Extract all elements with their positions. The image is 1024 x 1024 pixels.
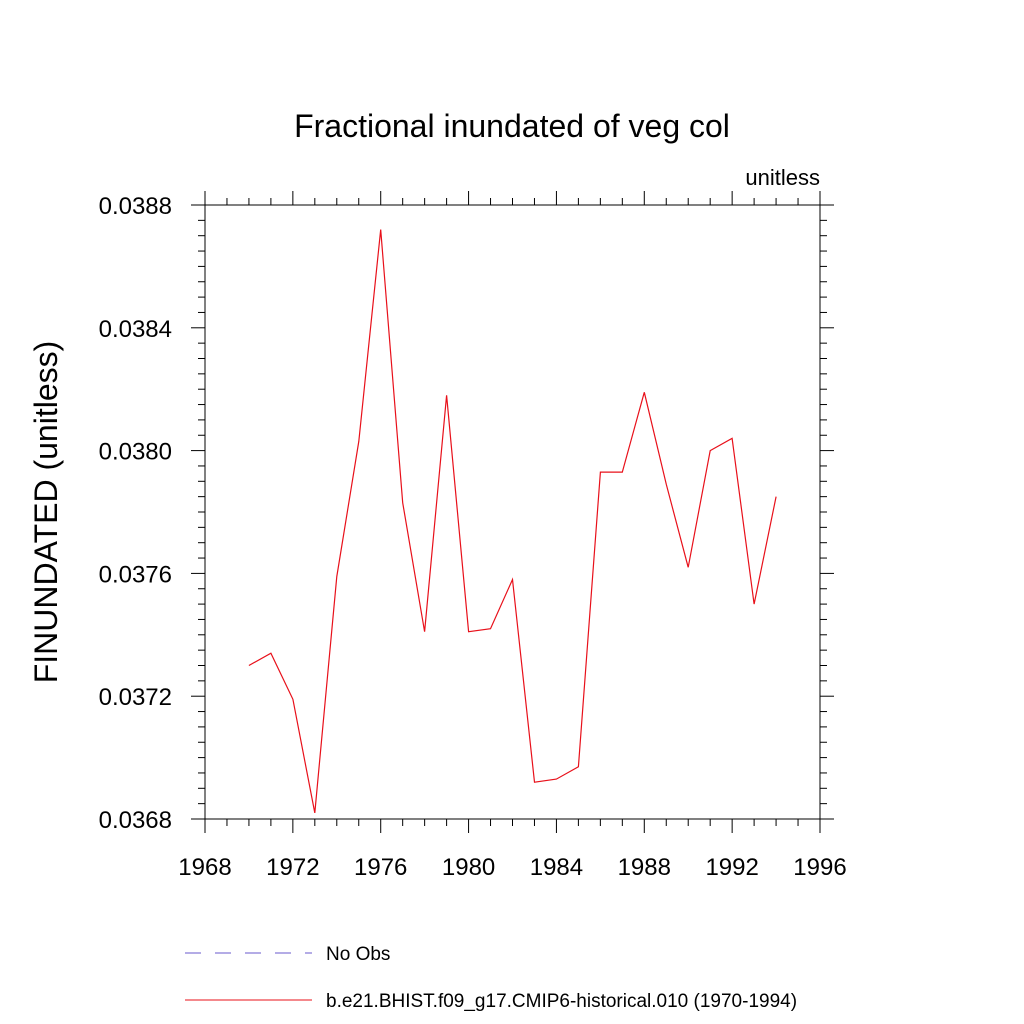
series-layer (248, 229, 777, 814)
y-tick-label: 0.0372 (99, 684, 172, 711)
x-tick-label: 1996 (793, 854, 846, 881)
series-line-0 (248, 229, 777, 814)
x-tick-label: 1976 (354, 854, 407, 881)
plot-area (204, 204, 821, 820)
y-tick-label: 0.0388 (99, 193, 172, 220)
x-tick-label: 1984 (530, 854, 583, 881)
x-tick-label: 1972 (266, 854, 319, 881)
chart-title: Fractional inundated of veg col (294, 108, 730, 144)
plot-frame (204, 204, 821, 820)
y-axis: 0.0368 0.0372 0.0376 0.0380 0.0384 0.0388 (99, 193, 834, 834)
legend-label-0: No Obs (326, 944, 390, 965)
legend-label-1: b.e21.BHIST.f09_g17.CMIP6-historical.010… (326, 991, 797, 1012)
x-tick-label: 1968 (178, 854, 231, 881)
y-tick-label: 0.0384 (99, 316, 172, 343)
x-tick-label: 1988 (618, 854, 671, 881)
x-tick-label: 1980 (442, 854, 495, 881)
y-axis-label: FINUNDATED (unitless) (28, 341, 64, 684)
x-axis: 1968 1972 1976 1980 1984 1988 1992 1996 (178, 191, 847, 881)
y-tick-label: 0.0376 (99, 561, 172, 588)
legend: No Obs b.e21.BHIST.f09_g17.CMIP6-historic… (185, 944, 797, 1012)
y-tick-label: 0.0380 (99, 439, 172, 466)
units-label: unitless (745, 165, 820, 190)
y-tick-label: 0.0368 (99, 807, 172, 834)
x-tick-label: 1992 (705, 854, 758, 881)
